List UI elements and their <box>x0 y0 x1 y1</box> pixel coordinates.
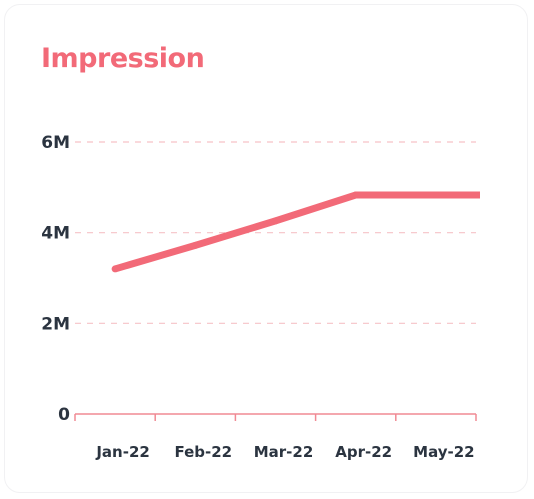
series-lines <box>111 191 480 273</box>
x-tick-label: May-22 <box>413 443 474 461</box>
data-point <box>111 265 119 273</box>
y-tick-label: 2M <box>41 314 70 334</box>
series-line <box>114 191 480 273</box>
y-tick-label: 4M <box>41 224 70 244</box>
chart-title: Impression <box>41 43 205 74</box>
x-tick-label: Apr-22 <box>335 443 392 461</box>
data-point <box>272 217 279 225</box>
data-point <box>352 191 360 199</box>
x-tick-label: Jan-22 <box>95 443 149 461</box>
gridlines <box>75 141 476 324</box>
y-tick-label: 0 <box>58 405 70 425</box>
chart-card: Impression <box>4 4 528 493</box>
y-axis-tick-labels: 0 2M 4M 6M <box>41 133 70 425</box>
data-point <box>191 241 199 249</box>
y-tick-label: 6M <box>41 133 70 153</box>
x-axis-tick-labels: Jan-22 Feb-22 Mar-22 Apr-22 May-22 <box>95 443 474 461</box>
x-axis <box>74 413 477 421</box>
x-tick-label: Feb-22 <box>174 443 232 461</box>
x-tick-label: Mar-22 <box>254 443 314 461</box>
data-point <box>432 191 440 199</box>
